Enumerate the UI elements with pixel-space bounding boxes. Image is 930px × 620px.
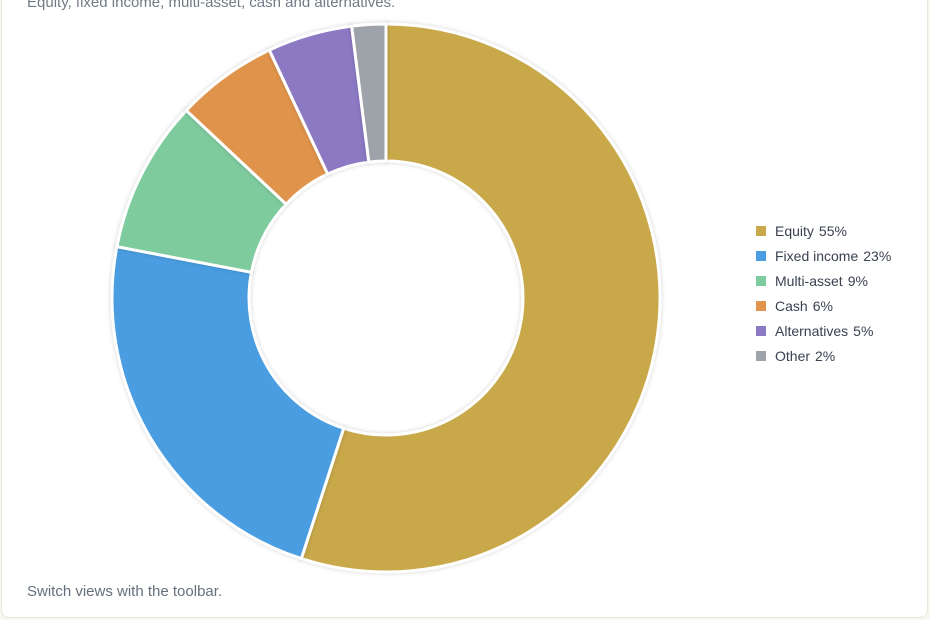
donut-slice-equity[interactable]	[299, 22, 662, 574]
legend-value: 5%	[853, 322, 874, 339]
chart-subtitle: Equity, fixed income, multi-asset, cash …	[27, 0, 396, 11]
legend-swatch	[756, 350, 766, 361]
legend-item-cash[interactable]: Cash 6%	[756, 293, 891, 318]
legend-value: 6%	[812, 297, 833, 314]
footer-note: Switch views with the toolbar.	[27, 583, 223, 600]
legend-item-other[interactable]: Other 2%	[756, 343, 891, 368]
legend-value: 55%	[818, 222, 847, 239]
legend-item-alternatives[interactable]: Alternatives 5%	[756, 318, 891, 343]
donut-slices	[110, 22, 662, 574]
legend-value: 23%	[863, 247, 892, 264]
legend-item-equity[interactable]: Equity 55%	[756, 218, 891, 243]
legend-label: Multi-asset	[775, 272, 843, 289]
legend-label: Cash	[775, 297, 808, 314]
legend-swatch	[756, 325, 766, 336]
legend-item-multi-asset[interactable]: Multi-asset 9%	[756, 268, 891, 293]
legend-label: Other	[775, 347, 811, 364]
legend-value: 9%	[847, 272, 868, 289]
legend-swatch	[756, 275, 766, 286]
legend-swatch	[756, 250, 766, 261]
chart-legend: Equity 55% Fixed income 23% Multi-asset 9% Cas…	[756, 218, 891, 368]
donut-slice-other[interactable]	[350, 22, 388, 164]
legend-item-fixed-income[interactable]: Fixed income 23%	[756, 243, 891, 268]
legend-swatch	[756, 300, 766, 311]
legend-label: Equity	[775, 222, 814, 239]
legend-value: 2%	[815, 347, 836, 364]
donut-slice-fixed-income[interactable]	[110, 245, 346, 561]
legend-label: Fixed income	[775, 247, 859, 264]
legend-label: Alternatives	[775, 322, 849, 339]
legend-swatch	[756, 225, 766, 236]
